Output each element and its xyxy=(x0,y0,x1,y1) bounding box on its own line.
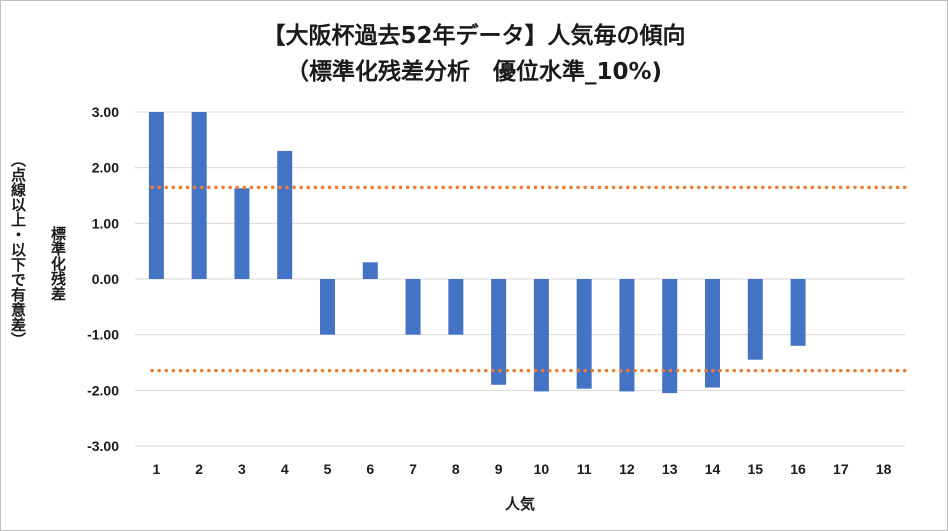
bar xyxy=(662,279,678,394)
x-tick-label: 18 xyxy=(876,461,892,477)
y-tick-label: 2.00 xyxy=(92,160,119,176)
x-tick-label: 5 xyxy=(324,461,332,477)
bar xyxy=(576,279,592,389)
y-tick-label: -2.00 xyxy=(87,382,119,398)
bar xyxy=(747,279,763,360)
x-tick-label: 7 xyxy=(409,461,417,477)
x-tick-label: 8 xyxy=(452,461,460,477)
y-tick-label: -1.00 xyxy=(87,327,119,343)
x-tick-label: 16 xyxy=(790,461,806,477)
bar xyxy=(148,112,164,279)
x-tick-label: 6 xyxy=(366,461,374,477)
bar xyxy=(320,279,335,335)
x-tick-label: 12 xyxy=(619,461,635,477)
x-tick-label: 13 xyxy=(662,461,678,477)
bar xyxy=(705,279,720,388)
chart-title-line-1: 【大阪杯過去52年データ】人気毎の傾向 xyxy=(262,23,686,49)
bar xyxy=(448,279,464,335)
bar xyxy=(191,112,207,279)
x-tick-label: 2 xyxy=(195,461,203,477)
bar xyxy=(362,262,378,279)
bar xyxy=(405,279,421,335)
y-tick-label: 1.00 xyxy=(92,215,119,231)
y-axis-subtitle: （点線以上・以下で有意差） xyxy=(9,152,27,347)
x-tick-label: 11 xyxy=(577,461,592,477)
x-tick-label: 15 xyxy=(747,461,763,477)
bar xyxy=(790,279,806,346)
bar xyxy=(491,279,507,385)
chart-title-line-2: （標準化残差分析 優位水準_10%) xyxy=(285,59,663,85)
x-tick-label: 17 xyxy=(833,461,849,477)
bar xyxy=(533,279,549,392)
y-tick-label: -3.00 xyxy=(87,438,119,454)
x-axis-title: 人気 xyxy=(505,495,535,513)
y-tick-label: 0.00 xyxy=(92,271,119,287)
chart-title: 【大阪杯過去52年データ】人気毎の傾向 （標準化残差分析 優位水準_10%) xyxy=(0,18,948,90)
bar xyxy=(277,150,293,279)
x-tick-label: 4 xyxy=(281,461,289,477)
x-tick-label: 14 xyxy=(705,461,721,477)
x-tick-label: 9 xyxy=(495,461,503,477)
x-tick-label: 10 xyxy=(534,461,550,477)
bar xyxy=(619,279,635,392)
bar xyxy=(234,188,250,279)
y-axis-title: 標準化残差 xyxy=(49,225,67,301)
y-tick-label: 3.00 xyxy=(92,104,119,120)
x-tick-label: 1 xyxy=(152,461,160,477)
x-tick-label: 3 xyxy=(238,461,246,477)
